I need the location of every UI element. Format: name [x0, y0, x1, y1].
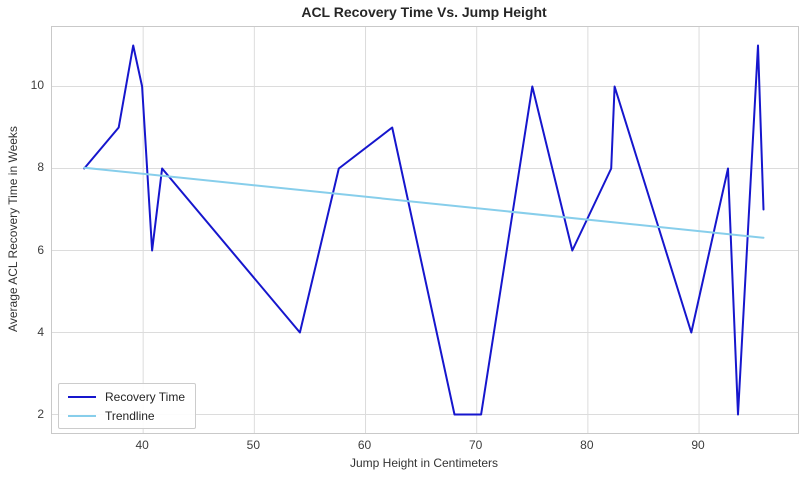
x-axis-label: Jump Height in Centimeters — [349, 456, 499, 470]
recovery-time-line-swatch — [68, 395, 96, 398]
y-tick-label: 2 — [37, 406, 44, 421]
x-tick-label: 40 — [135, 438, 149, 452]
x-tick-label: 80 — [580, 438, 594, 452]
plot-svg — [52, 27, 798, 433]
legend-label-recovery-time: Recovery Time — [105, 389, 186, 404]
chart-title: ACL Recovery Time Vs. Jump Height — [301, 4, 547, 20]
trendline-line-swatch — [68, 414, 96, 417]
series-line-trendline — [83, 166, 765, 239]
series-line-recovery-time — [83, 44, 765, 416]
x-tick-label: 50 — [246, 438, 261, 452]
y-tick-label: 4 — [37, 324, 44, 339]
x-tick-label: 60 — [357, 438, 372, 452]
legend-item-recovery-time: Recovery Time — [68, 389, 185, 404]
x-tick-label: 70 — [469, 438, 483, 452]
y-tick-label: 10 — [30, 78, 44, 93]
legend-item-trendline: Trendline — [68, 408, 185, 423]
y-tick-label: 6 — [37, 242, 44, 257]
plot-area — [51, 26, 799, 434]
legend-label-trendline: Trendline — [105, 408, 155, 423]
y-axis-label: Average ACL Recovery Time in Weeks — [6, 126, 20, 332]
y-tick-label: 8 — [37, 160, 44, 175]
x-tick-label: 90 — [691, 438, 705, 452]
legend: Recovery Time Trendline — [58, 383, 197, 429]
